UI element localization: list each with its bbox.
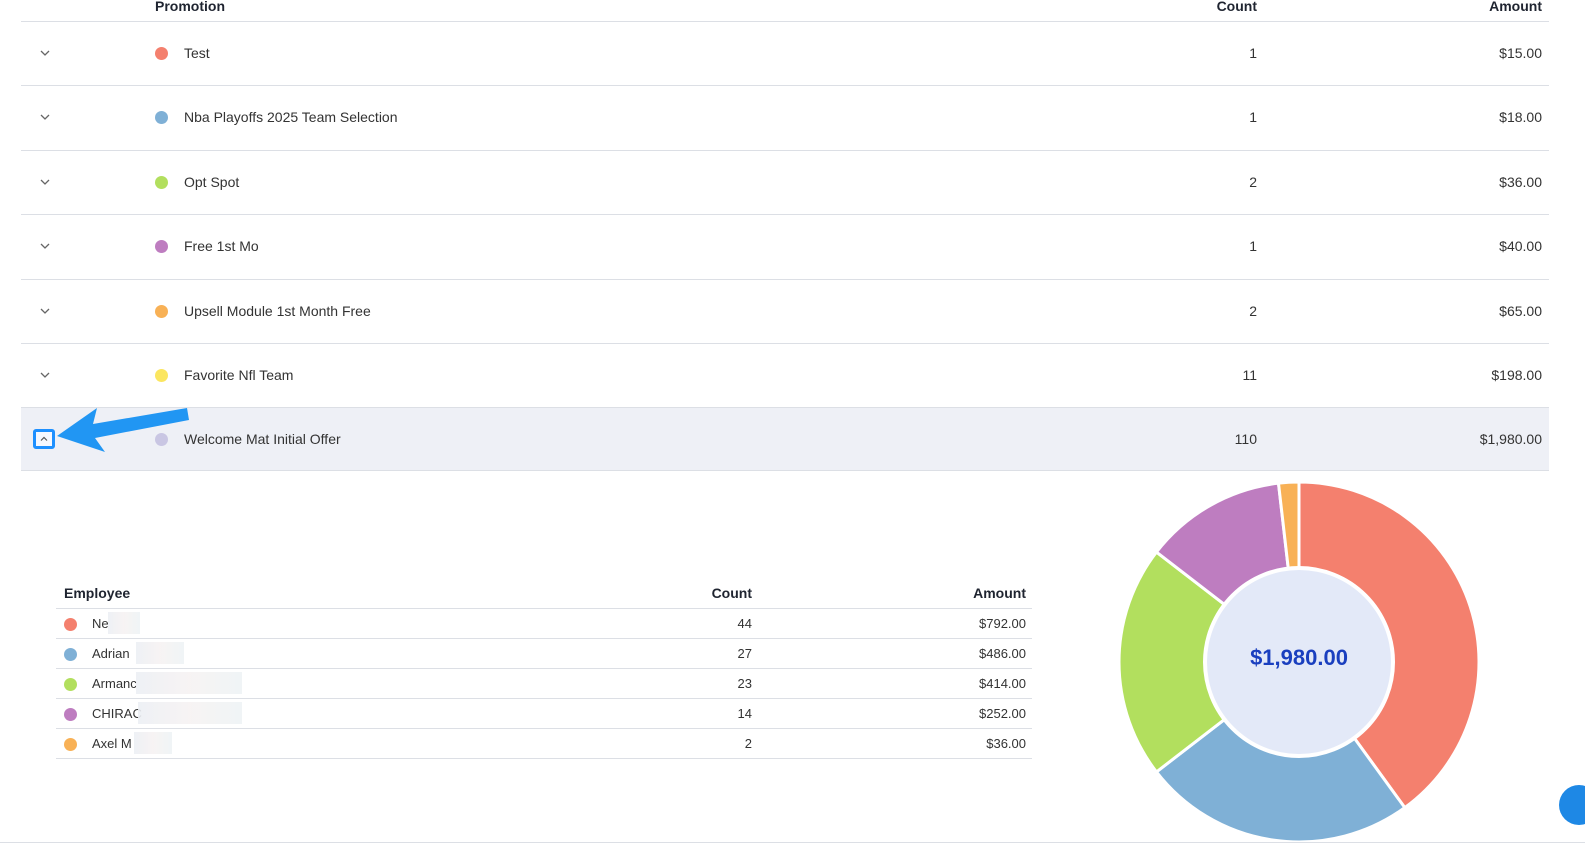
- redaction-blur: [108, 612, 140, 634]
- employee-row: Armanc 23 $414.00: [56, 669, 1032, 699]
- divider: [0, 842, 1585, 843]
- redaction-blur: [136, 642, 184, 664]
- employee-name: Adrian: [92, 646, 130, 661]
- promotion-count: 110: [1234, 431, 1257, 447]
- chevron-down-icon[interactable]: [38, 110, 52, 124]
- promotion-amount: $198.00: [1491, 367, 1542, 383]
- promotion-name: Nba Playoffs 2025 Team Selection: [184, 109, 398, 125]
- count-column-header: Count: [1216, 0, 1257, 14]
- employee-count: 23: [737, 676, 752, 691]
- donut-center-total: $1,980.00: [1250, 645, 1348, 670]
- employee-color-dot: [64, 648, 77, 661]
- promotion-row[interactable]: Opt Spot 2 $36.00: [21, 150, 1549, 214]
- employee-amount: $792.00: [979, 616, 1026, 631]
- employee-amount: $36.00: [986, 736, 1026, 751]
- promotion-name: Welcome Mat Initial Offer: [184, 431, 341, 447]
- employee-row: Adrian 27 $486.00: [56, 639, 1032, 669]
- promotion-count: 11: [1242, 367, 1257, 383]
- promotions-header: Promotion Count Amount: [0, 0, 1585, 16]
- promotion-name: Upsell Module 1st Month Free: [184, 303, 371, 319]
- employee-row: CHIRAC 14 $252.00: [56, 699, 1032, 729]
- chevron-down-icon[interactable]: [38, 175, 52, 189]
- promotion-color-dot: [155, 433, 168, 446]
- promotion-amount: $18.00: [1499, 109, 1542, 125]
- promotion-amount: $15.00: [1499, 45, 1542, 61]
- employee-amount: $252.00: [979, 706, 1026, 721]
- promotion-row-expanded[interactable]: Welcome Mat Initial Offer 110 $1,980.00: [21, 407, 1549, 471]
- promotion-row[interactable]: Free 1st Mo 1 $40.00: [21, 214, 1549, 278]
- promotion-color-dot: [155, 305, 168, 318]
- chevron-down-icon[interactable]: [38, 368, 52, 382]
- promotion-color-dot: [155, 47, 168, 60]
- employee-name: Axel M: [92, 736, 132, 751]
- promotion-color-dot: [155, 369, 168, 382]
- redaction-blur: [134, 732, 172, 754]
- employee-color-dot: [64, 678, 77, 691]
- promotion-row[interactable]: Favorite Nfl Team 11 $198.00: [21, 343, 1549, 407]
- chevron-down-icon[interactable]: [38, 304, 52, 318]
- promotion-color-dot: [155, 240, 168, 253]
- chevron-down-icon[interactable]: [38, 239, 52, 253]
- redaction-blur: [136, 672, 242, 694]
- promotion-row[interactable]: Nba Playoffs 2025 Team Selection 1 $18.0…: [21, 85, 1549, 149]
- redaction-blur: [138, 702, 242, 724]
- employee-table-header: Employee Count Amount: [56, 580, 1032, 609]
- donut-chart: [1117, 480, 1481, 844]
- promotion-amount: $36.00: [1499, 174, 1542, 190]
- employee-name: Ne: [92, 616, 109, 631]
- help-fab-button[interactable]: [1559, 785, 1585, 825]
- employee-color-dot: [64, 618, 77, 631]
- employee-amount: $486.00: [979, 646, 1026, 661]
- amount-column-header: Amount: [1489, 0, 1542, 14]
- employee-name: Armanc: [92, 676, 137, 691]
- promotion-count: 2: [1249, 303, 1257, 319]
- promotion-color-dot: [155, 176, 168, 189]
- employee-count: 2: [744, 736, 752, 751]
- promotion-name: Test: [184, 45, 210, 61]
- promotion-amount: $65.00: [1499, 303, 1542, 319]
- employee-amount: $414.00: [979, 676, 1026, 691]
- promotion-name: Opt Spot: [184, 174, 240, 190]
- employee-row: Ne 44 $792.00: [56, 609, 1032, 639]
- employee-row: Axel M 2 $36.00: [56, 729, 1032, 759]
- employee-amount-column-header: Amount: [973, 585, 1026, 601]
- promotion-count: 1: [1249, 45, 1257, 61]
- promotion-column-header: Promotion: [155, 0, 225, 14]
- promotion-amount: $1,980.00: [1479, 431, 1542, 447]
- employee-count-column-header: Count: [711, 585, 752, 601]
- promotion-row[interactable]: Test 1 $15.00: [21, 21, 1549, 85]
- employee-color-dot: [64, 708, 77, 721]
- promotion-name: Favorite Nfl Team: [184, 367, 294, 383]
- employee-count: 14: [737, 706, 752, 721]
- promotion-color-dot: [155, 111, 168, 124]
- employee-table: Employee Count Amount Ne 44 $792.00 Adri…: [56, 580, 1032, 759]
- promotion-row[interactable]: Upsell Module 1st Month Free 2 $65.00: [21, 279, 1549, 343]
- chevron-down-icon[interactable]: [38, 46, 52, 60]
- annotation-arrow-icon: [57, 408, 189, 452]
- chevron-up-icon[interactable]: [33, 429, 55, 449]
- promotion-count: 1: [1249, 109, 1257, 125]
- promotion-count: 1: [1249, 238, 1257, 254]
- donut-center: [1207, 570, 1391, 754]
- promotion-name: Free 1st Mo: [184, 238, 259, 254]
- employee-name: CHIRAC: [92, 706, 142, 721]
- promotion-count: 2: [1249, 174, 1257, 190]
- promotion-amount: $40.00: [1499, 238, 1542, 254]
- employee-count: 27: [737, 646, 752, 661]
- employee-color-dot: [64, 738, 77, 751]
- employee-count: 44: [737, 616, 752, 631]
- employee-column-header: Employee: [64, 585, 131, 601]
